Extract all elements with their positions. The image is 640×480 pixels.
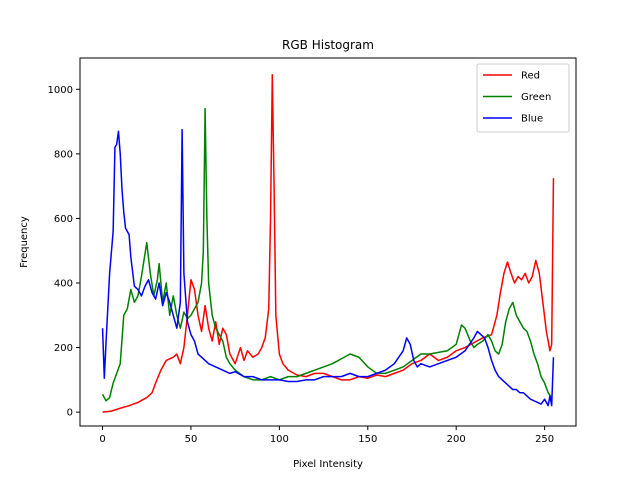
legend-label-blue: Blue: [521, 114, 543, 125]
y-tick-label: 400: [54, 278, 73, 289]
y-tick-label: 200: [54, 343, 73, 354]
x-tick-label: 100: [270, 434, 289, 445]
chart-title: RGB Histogram: [282, 38, 374, 52]
plot-frame: [79, 57, 577, 427]
y-axis-label: Frequency: [19, 216, 30, 268]
series-layer: [101, 74, 555, 413]
x-axis-label: Pixel Intensity: [293, 459, 363, 470]
legend-label-red: Red: [521, 71, 540, 82]
series-line-blue: [101, 128, 555, 407]
x-tick-label: 50: [185, 434, 198, 445]
legend-box: [476, 63, 570, 133]
legend-label-green: Green: [521, 92, 551, 103]
x-tick-label: 200: [447, 434, 466, 445]
x-axis-ticks: 0 50 100 150 200 250: [99, 426, 554, 445]
y-tick-label: 0: [67, 408, 73, 419]
legend: Red Green Blue: [476, 63, 570, 133]
y-tick-label: 800: [54, 149, 73, 160]
y-tick-label: 600: [54, 214, 73, 225]
y-tick-label: 1000: [48, 85, 73, 96]
x-tick-label: 250: [535, 434, 554, 445]
x-tick-label: 150: [358, 434, 377, 445]
x-tick-label: 0: [99, 434, 105, 445]
y-axis-ticks: 0 200 400 600 800 1000: [48, 85, 80, 419]
